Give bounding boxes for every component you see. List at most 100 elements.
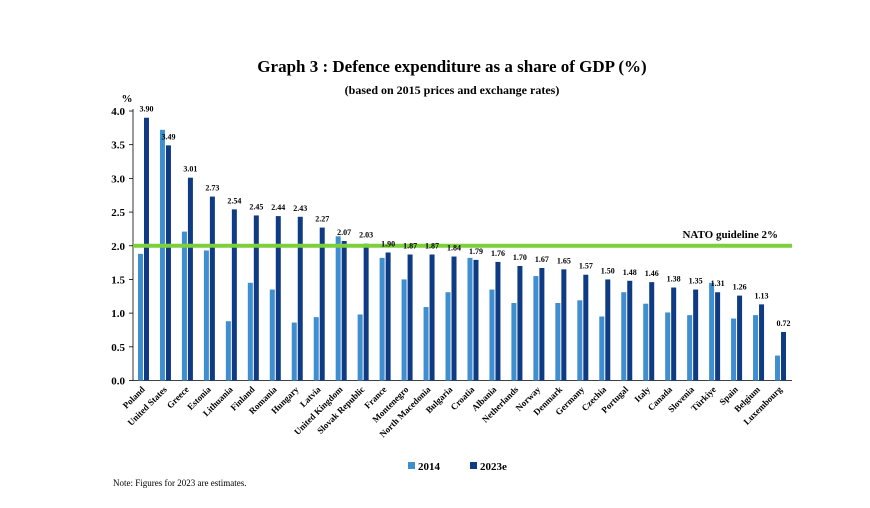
data-label: 2.54	[227, 196, 241, 205]
bar-2014	[665, 312, 671, 381]
bar-2014	[357, 314, 363, 381]
y-tick-label: 3.0	[111, 173, 125, 185]
bar-2023e	[297, 216, 303, 381]
bar-2014	[423, 307, 429, 381]
bar-2023e	[407, 254, 413, 381]
data-label: 1.57	[579, 262, 593, 271]
bar-2023e	[209, 196, 215, 381]
bar-2014	[555, 303, 561, 381]
bar-2014	[511, 303, 517, 381]
y-tick-label: 2.0	[111, 241, 125, 253]
data-labels: 3.90 3.49 3.01 2.73 2.54 2.45 2.44 2.43 2.27 2.07…	[139, 105, 790, 328]
y-tick-label: 0.5	[111, 342, 125, 354]
data-label: 2.73	[205, 184, 219, 193]
legend-label: 2014	[418, 461, 441, 473]
data-label: 2.45	[249, 202, 263, 211]
footnote: Note: Figures for 2023 are estimates.	[113, 478, 246, 488]
y-tick-label: 3.5	[111, 140, 125, 152]
bar-2014	[335, 236, 341, 381]
data-label: 1.67	[535, 255, 549, 264]
bar-2023e	[275, 216, 281, 381]
bar-2023e	[341, 241, 347, 381]
y-tick-label: 2.5	[111, 207, 125, 219]
data-label: 1.38	[667, 275, 681, 284]
bar-2014	[181, 231, 187, 381]
data-label: 0.72	[777, 319, 791, 328]
bar-2014	[621, 292, 627, 381]
y-tick-label: 4.0	[111, 106, 125, 118]
bar-2023e	[627, 280, 633, 381]
data-label: 1.87	[425, 242, 439, 251]
data-label: 3.49	[161, 132, 175, 141]
chart-title: Graph 3 : Defence expenditure as a share…	[257, 57, 646, 76]
data-label: 2.03	[359, 231, 373, 240]
bar-2014	[203, 250, 209, 381]
bar-2014	[269, 289, 275, 381]
data-label: 1.48	[623, 268, 637, 277]
data-label: 1.79	[469, 247, 483, 256]
bar-2023e	[473, 259, 479, 381]
data-label: 1.84	[447, 244, 461, 253]
data-label: 2.43	[293, 204, 307, 213]
bar-2014	[247, 282, 253, 381]
nato-guideline-label: NATO guideline 2%	[682, 229, 778, 241]
bar-2014	[159, 129, 165, 381]
data-label: 1.76	[491, 249, 505, 258]
data-label: 1.90	[381, 239, 395, 248]
bar-2014	[225, 321, 231, 381]
legend-label: 2023e	[480, 461, 507, 473]
bar-2014	[291, 322, 297, 381]
bar-2023e	[143, 117, 149, 381]
bar-2014	[753, 315, 759, 381]
bar-2014	[379, 257, 385, 381]
bar-2014	[489, 289, 495, 381]
data-label: 2.44	[271, 203, 285, 212]
bar-2023e	[671, 287, 677, 381]
bar-2023e	[715, 292, 721, 381]
bar-2014	[467, 257, 473, 381]
data-label: 1.46	[645, 269, 659, 278]
bar-2014	[775, 355, 781, 381]
data-label: 1.70	[513, 253, 527, 262]
bar-2023e	[737, 295, 743, 381]
bar-2014	[137, 253, 143, 381]
x-tick-label: Türkiye	[689, 384, 718, 413]
bar-2023e	[561, 269, 567, 381]
bar-2014	[313, 317, 319, 381]
bar-2014	[709, 282, 715, 381]
data-label: 1.87	[403, 242, 417, 251]
bar-2014	[599, 316, 605, 381]
bar-2023e	[583, 274, 589, 381]
data-label: 3.90	[139, 105, 153, 114]
bar-2023e	[165, 145, 171, 381]
bar-2023e	[451, 256, 457, 381]
bar-2023e	[759, 304, 765, 381]
data-label: 1.50	[601, 266, 615, 275]
data-label: 1.65	[557, 256, 571, 265]
legend-swatch-2014	[408, 462, 415, 469]
data-label: 1.31	[711, 279, 725, 288]
data-label: 2.07	[337, 228, 351, 237]
bar-2023e	[319, 227, 325, 381]
y-tick-label: 1.0	[111, 308, 125, 320]
y-tick-label: 1.5	[111, 274, 125, 286]
y-axis-label: %	[122, 93, 133, 105]
bar-2014	[687, 315, 693, 381]
bar-2023e	[649, 282, 655, 381]
chart-subtitle: (based on 2015 prices and exchange rates…	[345, 83, 560, 97]
bar-2023e	[539, 267, 545, 381]
reference-line-group: NATO guideline 2%	[133, 229, 792, 248]
bars	[137, 117, 787, 381]
bar-2023e	[253, 215, 259, 381]
y-tick-label: 0.0	[111, 376, 125, 388]
bar-2023e	[517, 265, 523, 381]
bar-2023e	[605, 279, 611, 381]
data-label: 1.26	[733, 283, 747, 292]
bar-2023e	[187, 177, 193, 381]
bar-2014	[445, 292, 451, 381]
bar-2023e	[363, 243, 369, 381]
bar-2014	[401, 279, 407, 381]
bar-2014	[533, 276, 539, 381]
